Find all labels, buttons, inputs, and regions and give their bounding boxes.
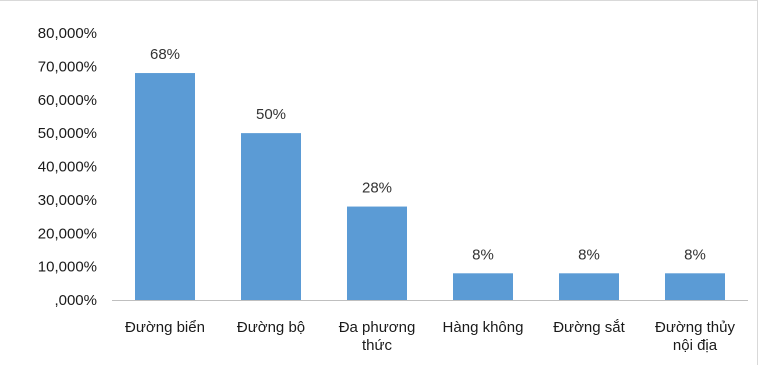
x-tick-label-line: Đường bộ — [237, 319, 305, 336]
bar — [241, 133, 301, 300]
x-tick-label: Đường sắt — [553, 319, 625, 336]
y-tick-label: ,000% — [54, 292, 97, 309]
x-tick-label-line: Hàng không — [443, 319, 524, 336]
x-tick-label-line: Đường sắt — [553, 319, 625, 336]
bar — [135, 73, 195, 300]
x-tick-label-line: nội địa — [673, 337, 718, 354]
data-label: 8% — [472, 246, 494, 263]
y-tick-label: 50,000% — [38, 125, 97, 142]
y-tick-label: 10,000% — [38, 259, 97, 276]
bar — [665, 273, 725, 300]
data-label: 50% — [256, 106, 286, 123]
data-label: 68% — [150, 46, 180, 63]
data-label: 28% — [362, 180, 392, 197]
y-tick-label: 70,000% — [38, 58, 97, 75]
data-label: 8% — [578, 246, 600, 263]
x-tick-label: Đa phương thức — [339, 319, 416, 354]
x-tick-label: Đường thủy nội địa — [655, 319, 735, 354]
y-axis: ,000% 10,000% 20,000% 30,000% 40,000% 50,000%… — [38, 25, 97, 309]
y-tick-label: 20,000% — [38, 225, 97, 242]
x-tick-label-line: Đa phương — [339, 319, 416, 336]
bar — [347, 206, 407, 300]
bar — [559, 273, 619, 300]
bars — [135, 73, 725, 300]
x-tick-label: Hàng không — [443, 319, 524, 336]
data-labels: 68% 50% 28% 8% 8% 8% — [150, 46, 706, 263]
y-tick-label: 60,000% — [38, 92, 97, 109]
x-tick-label: Đường biển — [125, 319, 205, 336]
y-tick-label: 80,000% — [38, 25, 97, 42]
x-tick-label-line: thức — [362, 337, 393, 354]
x-tick-label: Đường bộ — [237, 319, 305, 336]
x-axis: Đường biển Đường bộ Đa phương thức Hàng khôn… — [125, 319, 735, 354]
x-tick-label-line: Đường thủy — [655, 319, 735, 336]
bar — [453, 273, 513, 300]
y-tick-label: 30,000% — [38, 192, 97, 209]
y-tick-label: 40,000% — [38, 159, 97, 176]
x-tick-label-line: Đường biển — [125, 319, 205, 336]
data-label: 8% — [684, 246, 706, 263]
